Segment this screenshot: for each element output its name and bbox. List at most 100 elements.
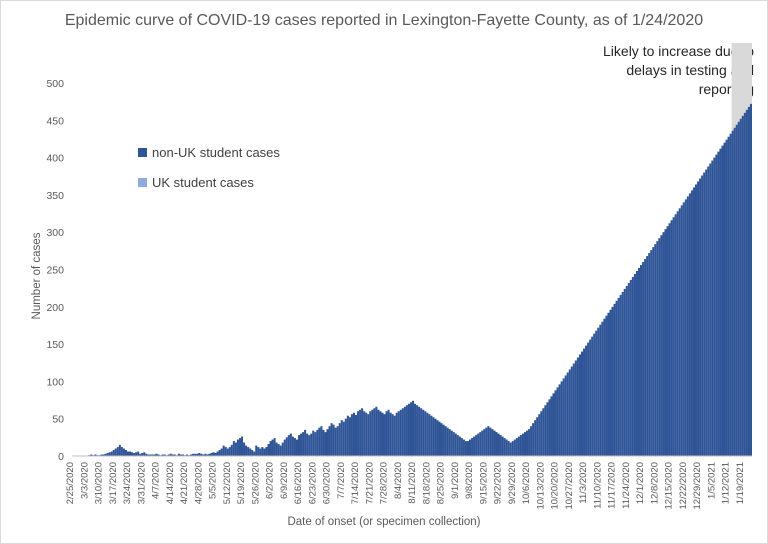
bar-non-uk [648,253,651,456]
bar-non-uk [507,441,510,456]
bar-non-uk [220,448,223,456]
x-tick-label: 7/14/2020 [350,462,361,504]
bar-non-uk [743,112,746,456]
bar-non-uk [122,448,125,456]
bar-non-uk [407,403,410,456]
bar-non-uk [210,453,213,456]
bar-non-uk [536,417,539,456]
bar-non-uk [469,439,472,456]
x-tick-label: 3/17/2020 [108,462,119,504]
bar-non-uk [583,348,586,456]
bar-non-uk [440,423,443,456]
bar-non-uk [615,300,618,456]
bar-non-uk [416,405,419,456]
bar-non-uk [475,435,478,456]
bar-non-uk [662,232,665,456]
bar-non-uk [678,208,681,456]
bar-non-uk [222,445,225,456]
bar-non-uk [544,405,547,456]
x-tick-label: 10/6/2020 [521,462,532,504]
bar-non-uk [619,294,622,456]
bar-non-uk [546,402,549,456]
bar-non-uk [90,454,93,456]
bar-non-uk [674,214,677,456]
x-tick-label: 4/14/2020 [165,462,176,504]
bar-non-uk [238,438,241,456]
bar-non-uk [112,450,115,456]
bar-non-uk [532,423,535,456]
bar-non-uk [167,454,170,456]
bar-non-uk [668,223,671,456]
bar-non-uk [686,196,689,456]
x-tick-label: 6/30/2020 [322,462,333,504]
bar-non-uk [149,454,152,456]
bar-non-uk [682,202,685,456]
bar-non-uk [348,417,351,456]
bar-non-uk [391,414,394,456]
bar-non-uk [711,160,714,456]
x-tick-label: 11/24/2020 [621,462,632,509]
bar-non-uk [523,432,527,456]
bar-non-uk [521,433,524,456]
bar-non-uk [198,453,201,456]
bar-non-uk [471,438,474,456]
bar-non-uk [338,423,341,456]
bar-non-uk [432,417,435,456]
bar-non-uk [169,453,172,456]
bar-non-uk [161,454,164,456]
bar-non-uk [430,415,433,456]
x-tick-label: 9/22/2020 [493,462,504,504]
bar-non-uk [566,372,569,456]
bar-non-uk [405,405,408,456]
bar-non-uk [650,250,653,456]
bar-non-uk [595,330,598,456]
bar-non-uk [526,430,529,456]
bar-non-uk [550,396,553,456]
legend-label-non-uk: non-UK student cases [152,145,280,160]
bar-non-uk [637,268,641,456]
x-tick-label: 2/25/2020 [65,462,76,504]
bar-non-uk [729,133,732,457]
bar-non-uk [232,441,235,456]
bar-non-uk [373,408,376,456]
bar-non-uk [214,453,217,456]
bar-non-uk [727,136,730,456]
bar-non-uk [367,414,370,456]
bar-non-uk [314,432,317,456]
bar-non-uk [120,447,123,456]
bar-non-uk [397,411,400,456]
bar-non-uk [733,127,736,456]
x-tick-label: 9/1/2020 [450,462,461,499]
bar-non-uk [684,199,687,456]
bar-non-uk [387,409,390,456]
bar-non-uk [538,414,541,456]
bar-non-uk [181,454,184,456]
bar-non-uk [143,452,146,456]
x-tick-label: 9/15/2020 [478,462,489,504]
bar-non-uk [424,411,427,456]
bar-non-uk [414,403,417,456]
x-tick-label: 3/10/2020 [94,462,105,504]
bar-non-uk [381,412,384,456]
bar-non-uk [249,448,252,456]
bar-non-uk [644,259,647,456]
bar-non-uk [194,453,197,456]
bar-non-uk [361,408,364,456]
bar-non-uk [409,402,412,456]
bar-non-uk [462,439,465,456]
bar-non-uk [642,262,645,456]
bar-non-uk [511,441,514,456]
bar-non-uk [617,297,620,456]
bar-non-uk [94,454,97,456]
bar-non-uk [688,193,691,456]
bar-non-uk [110,451,113,456]
bar-non-uk [623,288,626,456]
bar-non-uk [263,448,266,456]
x-tick-label: 10/27/2020 [564,462,575,510]
bar-non-uk [493,430,496,456]
y-tick-label: 200 [46,302,64,314]
bar-non-uk [725,139,728,456]
bar-non-uk [741,115,744,456]
bar-non-uk [721,145,724,456]
bar-non-uk [676,211,679,456]
